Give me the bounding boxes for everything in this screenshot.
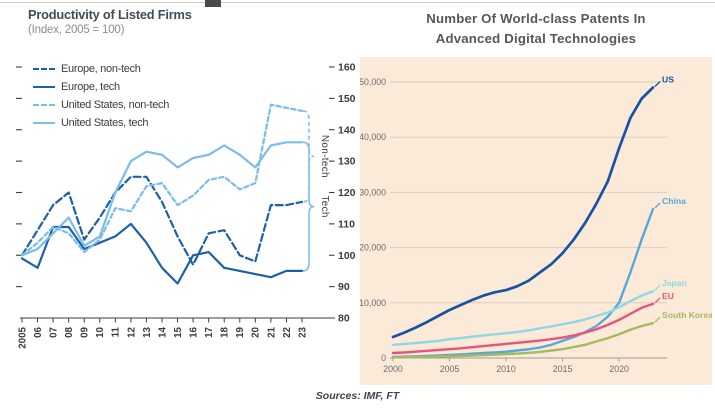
series-end-label-eu: EU bbox=[662, 291, 674, 301]
svg-text:22: 22 bbox=[282, 326, 293, 337]
patents-panel: 0 10,000 20,000 30,000 40,000 50,000 2000 2005 2… bbox=[360, 57, 712, 385]
legend-line-sample bbox=[33, 122, 55, 124]
series-line-japan bbox=[391, 289, 655, 346]
svg-text:90: 90 bbox=[338, 281, 350, 293]
svg-text:18: 18 bbox=[220, 326, 231, 337]
svg-text:2000: 2000 bbox=[383, 364, 403, 374]
sources-note: Sources: IMF, FT bbox=[315, 390, 400, 402]
gridlines: 0 10,000 20,000 30,000 40,000 50,000 bbox=[360, 77, 667, 363]
legend-line-sample bbox=[33, 104, 55, 106]
x-axis: 2005 06 07 08 09 10 11 12 13 14 15 16 17 18 19 20 21 22 23 bbox=[17, 317, 335, 349]
legend-item: Europe, non-tech bbox=[33, 60, 169, 78]
svg-text:40,000: 40,000 bbox=[360, 132, 386, 142]
svg-text:2005: 2005 bbox=[17, 326, 28, 348]
svg-text:08: 08 bbox=[64, 326, 75, 337]
svg-text:14: 14 bbox=[157, 326, 168, 337]
svg-text:20: 20 bbox=[251, 326, 262, 337]
right-chart-title-line1: Number Of World-class Patents In bbox=[426, 11, 646, 26]
series-line-europe-non-tech bbox=[20, 175, 304, 266]
svg-text:15: 15 bbox=[173, 326, 184, 337]
productivity-line-chart: 2005 06 07 08 09 10 11 12 13 14 15 16 17 18 19 20 21 22 23… bbox=[16, 62, 355, 349]
bracket-tech bbox=[302, 141, 315, 272]
series-line-united-states-tech bbox=[20, 141, 304, 257]
svg-text:2010: 2010 bbox=[496, 364, 516, 374]
svg-text:30,000: 30,000 bbox=[360, 187, 386, 197]
svg-text:0: 0 bbox=[381, 353, 386, 363]
series-line-united-states-non-tech bbox=[20, 103, 304, 257]
svg-text:2015: 2015 bbox=[553, 364, 573, 374]
svg-text:Tech: Tech bbox=[319, 195, 330, 217]
svg-text:23: 23 bbox=[297, 326, 308, 337]
svg-text:50,000: 50,000 bbox=[360, 77, 386, 87]
patents-x-axis: 2000 2005 2010 2015 2020 bbox=[383, 357, 667, 374]
series-end-label-south-korea: South Korea bbox=[662, 310, 712, 320]
svg-text:11: 11 bbox=[111, 326, 122, 337]
top-dark-mark bbox=[205, 0, 221, 7]
legend-line-sample bbox=[33, 68, 55, 70]
legend-item: Europe, tech bbox=[33, 78, 169, 96]
svg-text:07: 07 bbox=[49, 326, 60, 337]
svg-text:12: 12 bbox=[126, 326, 137, 337]
legend-label: United States, non-tech bbox=[61, 99, 170, 111]
svg-text:20,000: 20,000 bbox=[360, 243, 386, 253]
svg-text:130: 130 bbox=[338, 156, 355, 168]
series-line-eu bbox=[391, 302, 655, 355]
series-end-label-china: China bbox=[662, 196, 686, 206]
legend-item: United States, tech bbox=[33, 114, 169, 132]
right-chart-title: Number Of World-class Patents In Advance… bbox=[360, 9, 712, 49]
legend-line-sample bbox=[33, 86, 55, 88]
svg-text:Non-tech: Non-tech bbox=[319, 135, 330, 178]
svg-text:110: 110 bbox=[338, 218, 355, 230]
svg-text:80: 80 bbox=[338, 313, 350, 325]
svg-text:06: 06 bbox=[33, 326, 44, 337]
legend-label: Europe, tech bbox=[61, 81, 120, 93]
svg-text:150: 150 bbox=[338, 93, 355, 105]
svg-text:09: 09 bbox=[80, 326, 91, 337]
svg-text:160: 160 bbox=[338, 62, 355, 74]
legend-label: United States, tech bbox=[61, 117, 149, 129]
svg-text:10: 10 bbox=[95, 326, 106, 337]
left-chart-subtitle: (Index, 2005 = 100) bbox=[28, 24, 125, 36]
svg-text:2005: 2005 bbox=[440, 364, 460, 374]
svg-text:120: 120 bbox=[338, 187, 355, 199]
left-chart-title: Productivity of Listed Firms bbox=[28, 7, 192, 22]
svg-text:13: 13 bbox=[142, 326, 153, 337]
svg-text:10,000: 10,000 bbox=[360, 298, 386, 308]
svg-text:100: 100 bbox=[338, 250, 355, 262]
top-divider-rule bbox=[0, 2, 715, 3]
svg-text:16: 16 bbox=[189, 326, 200, 337]
svg-text:2020: 2020 bbox=[609, 364, 629, 374]
series-line-south-korea bbox=[391, 322, 655, 359]
left-chart-legend: Europe, non-tech Europe, tech United State… bbox=[33, 60, 169, 132]
legend-label: Europe, non-tech bbox=[61, 63, 141, 75]
right-chart-title-line2: Advanced Digital Technologies bbox=[435, 30, 637, 46]
series-end-label-us: US bbox=[662, 75, 674, 85]
panel-background bbox=[360, 57, 712, 385]
svg-text:21: 21 bbox=[266, 326, 277, 337]
svg-text:19: 19 bbox=[235, 326, 246, 337]
y-axis: 80 90 100 110 120 130 140 150 160 bbox=[16, 62, 355, 325]
svg-text:140: 140 bbox=[338, 124, 355, 136]
svg-text:17: 17 bbox=[204, 326, 215, 337]
legend-item: United States, non-tech bbox=[33, 96, 169, 114]
series-end-label-japan: Japan bbox=[662, 278, 687, 288]
series-line-europe-tech bbox=[20, 222, 304, 285]
series-line-us bbox=[391, 86, 655, 339]
